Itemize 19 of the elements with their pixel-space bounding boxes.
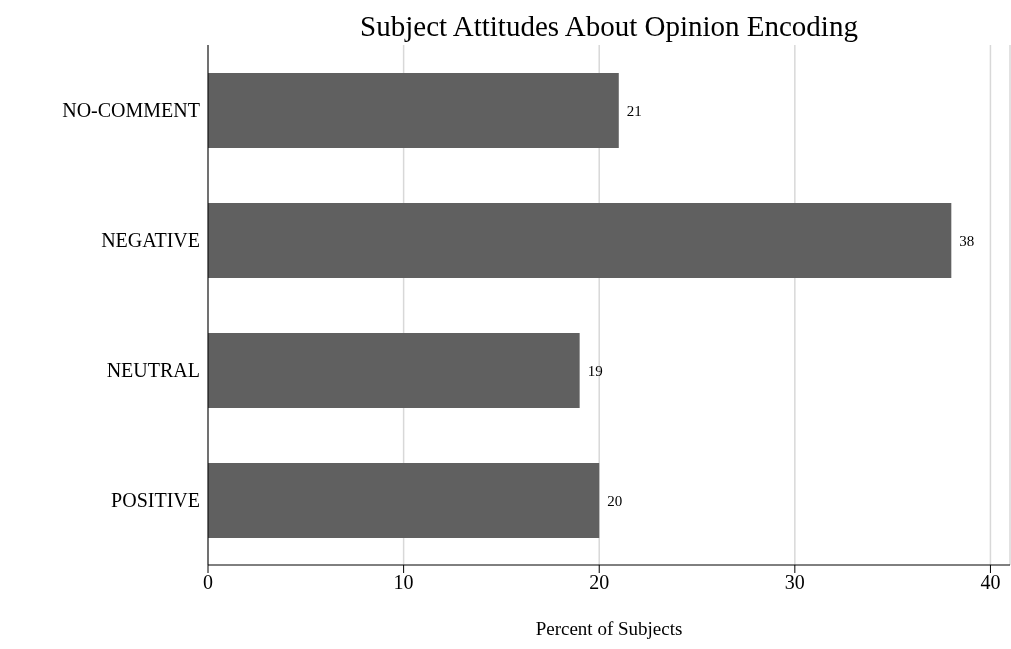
bar <box>208 333 580 408</box>
x-tick-label: 30 <box>784 571 805 594</box>
y-tick-label: NEUTRAL <box>106 359 200 382</box>
y-tick-label: NO-COMMENT <box>62 99 200 122</box>
x-axis-title: Percent of Subjects <box>535 618 683 639</box>
chart-title: Subject Attitudes About Opinion Encoding <box>359 10 859 43</box>
data-label: 20 <box>607 492 623 509</box>
x-tick-label: 20 <box>589 571 610 594</box>
x-tick-label: 40 <box>980 571 1001 594</box>
data-label: 21 <box>626 102 642 119</box>
bar <box>208 203 952 278</box>
x-tick-label: 10 <box>393 571 414 594</box>
y-tick-label: POSITIVE <box>111 489 200 512</box>
x-tick-label: 0 <box>203 571 213 594</box>
bar <box>208 73 619 148</box>
data-label: 19 <box>587 362 603 379</box>
y-tick-label: NEGATIVE <box>101 229 200 252</box>
data-label: 38 <box>959 232 975 249</box>
bar <box>208 463 600 538</box>
